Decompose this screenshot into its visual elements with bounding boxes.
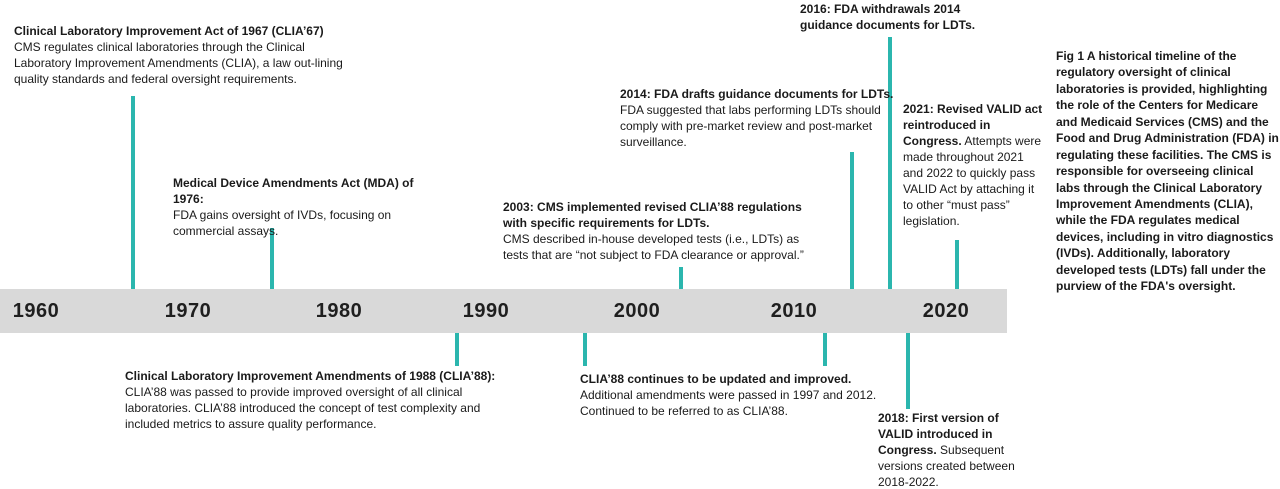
event-title: 2014: FDA drafts guidance documents for … bbox=[620, 87, 894, 101]
connector-2021 bbox=[955, 240, 959, 289]
event-body: Additional amendments were passed in 199… bbox=[580, 387, 877, 418]
decade-label-2000: 2000 bbox=[613, 300, 661, 322]
event-fda-2014: 2014: FDA drafts guidance documents for … bbox=[620, 87, 894, 151]
connector-1997 bbox=[583, 333, 587, 366]
connector-1976 bbox=[270, 228, 274, 289]
event-body: FDA gains oversight of IVDs, focusing on… bbox=[173, 207, 392, 238]
event-title: Clinical Laboratory Improvement Act of 1… bbox=[14, 24, 324, 38]
event-valid-2018: 2018: First version of VALID introduced … bbox=[878, 411, 1028, 489]
connector-1988 bbox=[455, 333, 459, 366]
event-clia67: Clinical Laboratory Improvement Act of 1… bbox=[14, 24, 362, 88]
connector-1967 bbox=[131, 96, 135, 289]
decade-label-2010: 2010 bbox=[770, 300, 818, 322]
decade-label-1970: 1970 bbox=[164, 300, 212, 322]
event-title: 2003: CMS implemented revised CLIA’88 re… bbox=[503, 200, 802, 230]
event-mda-1976: Medical Device Amendments Act (MDA) of 1… bbox=[173, 176, 445, 240]
event-body: Subsequent versions created between 2018… bbox=[878, 442, 1015, 489]
connector-2016 bbox=[888, 37, 892, 289]
event-clia88-updates: CLIA’88 continues to be updated and impr… bbox=[580, 372, 882, 420]
event-body: FDA suggested that labs performing LDTs … bbox=[620, 102, 881, 149]
event-valid-2021: 2021: Revised VALID act reintroduced in … bbox=[903, 102, 1043, 230]
connector-2014 bbox=[850, 152, 854, 289]
event-title: Clinical Laboratory Improvement Amendmen… bbox=[125, 369, 496, 383]
event-fda-2016: 2016: FDA withdrawals 2014 guidance docu… bbox=[800, 2, 978, 34]
event-body: CMS described in-house developed tests (… bbox=[503, 231, 804, 262]
connector-2018 bbox=[906, 333, 910, 409]
event-title: CLIA’88 continues to be updated and impr… bbox=[580, 372, 852, 386]
event-clia88-1988: Clinical Laboratory Improvement Amendmen… bbox=[125, 369, 517, 433]
event-title: 2016: FDA withdrawals 2014 guidance docu… bbox=[800, 2, 976, 32]
connector-2003 bbox=[679, 267, 683, 289]
event-body: Attempts were made throughout 2021 and 2… bbox=[903, 133, 1042, 228]
decade-label-1960: 1960 bbox=[12, 300, 60, 322]
event-body: CMS regulates clinical laboratories thro… bbox=[14, 39, 343, 86]
event-cms-2003: 2003: CMS implemented revised CLIA’88 re… bbox=[503, 200, 825, 264]
decade-label-2020: 2020 bbox=[922, 300, 970, 322]
event-title: Medical Device Amendments Act (MDA) of 1… bbox=[173, 176, 414, 206]
event-title: 2021: Revised VALID act reintroduced in … bbox=[903, 102, 1043, 148]
figure-caption: Fig 1 A historical timeline of the regul… bbox=[1056, 49, 1279, 294]
event-body: CLIA’88 was passed to provide improved o… bbox=[125, 384, 481, 431]
timeline-bar: 1960 1970 1980 1990 2000 2010 2020 bbox=[0, 289, 1007, 333]
decade-label-1990: 1990 bbox=[462, 300, 510, 322]
decade-label-1980: 1980 bbox=[315, 300, 363, 322]
event-title: 2018: First version of VALID introduced … bbox=[878, 411, 999, 457]
connector-2012 bbox=[823, 333, 827, 366]
